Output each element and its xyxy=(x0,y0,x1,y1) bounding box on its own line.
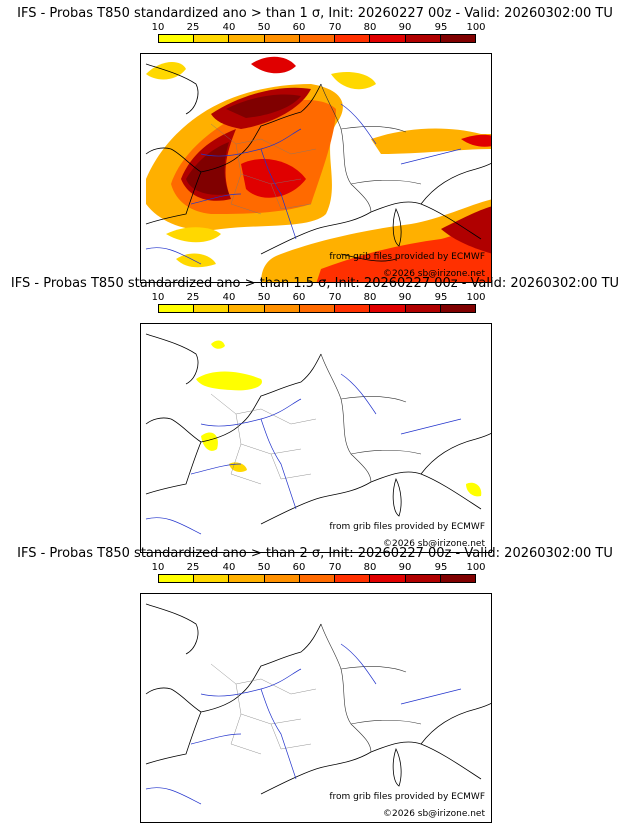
colorbar-segment xyxy=(194,35,230,42)
colorbar-segment xyxy=(229,575,265,582)
copyright-notice: ©2026 sb@irizone.net xyxy=(383,269,485,279)
map-canvas xyxy=(145,333,491,535)
colorbar-segment xyxy=(405,35,441,42)
colorbar-segment xyxy=(264,35,300,42)
colorbar-tick-label: 100 xyxy=(466,292,486,303)
probability-map: from grib files provided by ECMWF ©2026 … xyxy=(140,593,492,823)
coastlines xyxy=(145,333,491,525)
region-boundaries xyxy=(210,663,317,755)
probability-map: from grib files provided by ECMWF ©2026 … xyxy=(140,323,492,553)
country-borders xyxy=(320,623,422,753)
colorbar-tick-label: 40 xyxy=(222,22,236,33)
colorbar-tick-label: 95 xyxy=(434,22,448,33)
colorbar-tick-label: 80 xyxy=(363,562,377,573)
colorbar-tick-label: 40 xyxy=(222,292,236,303)
colorbar-segment xyxy=(405,305,441,312)
probability-panel-1-5-sigma: IFS - Probas T850 standardized ano > tha… xyxy=(0,276,630,553)
colorbar-segment xyxy=(440,575,475,582)
colorbar-segment xyxy=(299,35,336,42)
colorbar-tick-label: 70 xyxy=(328,22,342,33)
colorbar-tick-label: 10 xyxy=(151,562,165,573)
probability-field xyxy=(196,340,482,497)
colorbar-tick-label: 70 xyxy=(328,562,342,573)
colorbar-segment xyxy=(264,305,300,312)
colorbar-segment xyxy=(229,35,265,42)
colorbar-tick-label: 90 xyxy=(398,292,412,303)
map-canvas xyxy=(145,56,491,282)
colorbar-tick-label: 60 xyxy=(292,22,306,33)
colorbar-segment xyxy=(194,305,230,312)
colorbar-tick-label: 80 xyxy=(363,22,377,33)
region-boundaries xyxy=(210,123,317,215)
colorbar-tick-label: 70 xyxy=(328,292,342,303)
colorbar-tick-label: 10 xyxy=(151,22,165,33)
colorbar-segment xyxy=(335,35,371,42)
colorbar-segment xyxy=(194,575,230,582)
panel-title: IFS - Probas T850 standardized ano > tha… xyxy=(10,276,620,291)
colorbar-labels: 10 25 40 50 60 70 80 90 95 100 xyxy=(140,22,492,33)
colorbar-tick-label: 25 xyxy=(186,22,200,33)
colorbar-segment xyxy=(264,575,300,582)
colorbar-tick-label: 40 xyxy=(222,562,236,573)
colorbar-tick-label: 50 xyxy=(257,562,271,573)
colorbar-tick-label: 95 xyxy=(434,562,448,573)
colorbar-segment xyxy=(440,35,475,42)
colorbar-tick-label: 25 xyxy=(186,292,200,303)
colorbar-segment xyxy=(370,575,406,582)
probability-panel-1-sigma: IFS - Probas T850 standardized ano > tha… xyxy=(0,6,630,283)
colorbar-tick-label: 50 xyxy=(257,22,271,33)
colorbar-tick-label: 50 xyxy=(257,292,271,303)
colorbar-tick-label: 90 xyxy=(398,22,412,33)
rivers xyxy=(145,643,462,805)
source-credit: from grib files provided by ECMWF xyxy=(329,522,485,532)
country-borders xyxy=(320,83,422,213)
source-credit: from grib files provided by ECMWF xyxy=(329,252,485,262)
colorbar-segment xyxy=(159,35,195,42)
colorbar-tick-label: 95 xyxy=(434,292,448,303)
colorbar xyxy=(158,574,476,583)
colorbar-tick-label: 60 xyxy=(292,562,306,573)
colorbar-segment xyxy=(299,305,336,312)
region-boundaries xyxy=(210,393,317,485)
rivers xyxy=(145,103,462,265)
probability-field xyxy=(146,56,491,282)
rivers xyxy=(145,373,462,535)
colorbar-segment xyxy=(159,575,195,582)
colorbar-tick-label: 60 xyxy=(292,292,306,303)
colorbar-tick-label: 90 xyxy=(398,562,412,573)
colorbar xyxy=(158,34,476,43)
coastlines xyxy=(145,603,491,795)
probability-panel-2-sigma: IFS - Probas T850 standardized ano > tha… xyxy=(0,546,630,823)
colorbar-tick-label: 100 xyxy=(466,562,486,573)
colorbar-segment xyxy=(440,305,475,312)
colorbar-segment xyxy=(335,305,371,312)
panel-title: IFS - Probas T850 standardized ano > tha… xyxy=(17,546,613,561)
copyright-notice: ©2026 sb@irizone.net xyxy=(383,809,485,819)
map-canvas xyxy=(145,603,491,805)
colorbar-segment xyxy=(370,305,406,312)
colorbar-labels: 10 25 40 50 60 70 80 90 95 100 xyxy=(140,292,492,303)
colorbar-segment xyxy=(405,575,441,582)
colorbar-segment xyxy=(159,305,195,312)
colorbar-tick-label: 80 xyxy=(363,292,377,303)
colorbar xyxy=(158,304,476,313)
copyright-notice: ©2026 sb@irizone.net xyxy=(383,539,485,549)
probability-map: from grib files provided by ECMWF ©2026 … xyxy=(140,53,492,283)
colorbar-segment xyxy=(335,575,371,582)
colorbar-labels: 10 25 40 50 60 70 80 90 95 100 xyxy=(140,562,492,573)
colorbar-tick-label: 10 xyxy=(151,292,165,303)
colorbar-tick-label: 25 xyxy=(186,562,200,573)
colorbar-segment xyxy=(370,35,406,42)
colorbar-segment xyxy=(299,575,336,582)
country-borders xyxy=(320,353,422,483)
panel-title: IFS - Probas T850 standardized ano > tha… xyxy=(17,6,613,21)
colorbar-tick-label: 100 xyxy=(466,22,486,33)
colorbar-segment xyxy=(229,305,265,312)
source-credit: from grib files provided by ECMWF xyxy=(329,792,485,802)
